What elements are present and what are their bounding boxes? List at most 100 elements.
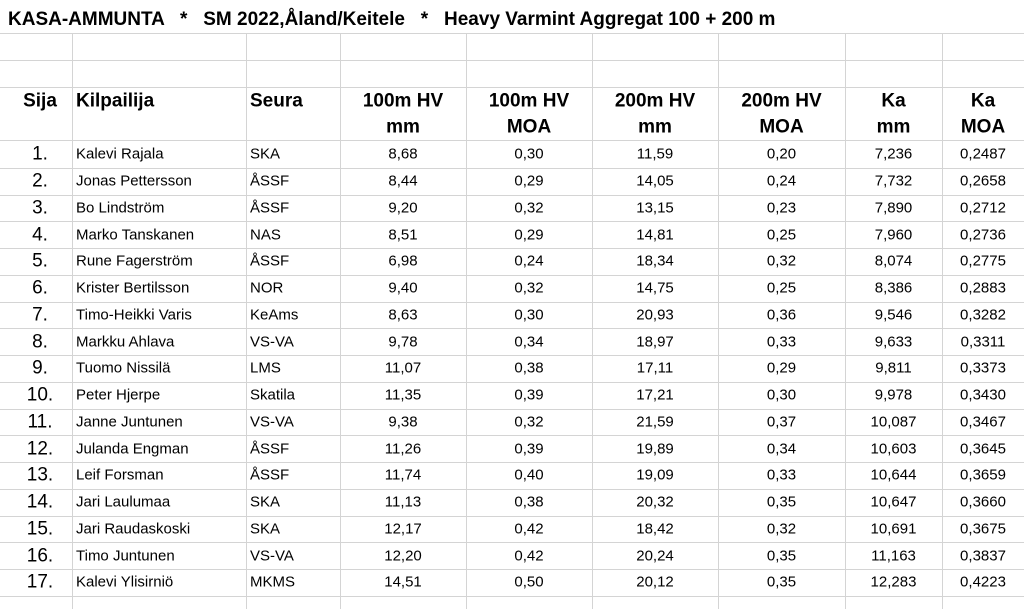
result: 10,087 xyxy=(870,413,917,431)
club: NAS xyxy=(250,226,281,244)
competitor: Tuomo Nissilä xyxy=(76,359,171,377)
result: 20,32 xyxy=(636,493,674,511)
result: 0,3282 xyxy=(960,306,1006,324)
competitor: Marko Tanskanen xyxy=(76,226,195,244)
row-line xyxy=(0,595,1024,597)
result: 18,97 xyxy=(636,333,674,351)
rank: 8. xyxy=(32,331,48,353)
competitor: Krister Bertilsson xyxy=(76,279,190,297)
row-line xyxy=(0,60,1024,61)
result: 21,59 xyxy=(636,413,674,431)
competitor: Peter Hjerpe xyxy=(76,386,161,404)
club: Skatila xyxy=(250,386,296,404)
club: ÅSSF xyxy=(250,172,290,190)
column-unit: mm xyxy=(876,116,911,138)
rank: 14. xyxy=(26,491,54,513)
competitor: Bo Lindström xyxy=(76,199,165,217)
column-header: 100m HV xyxy=(488,90,570,112)
result: 9,546 xyxy=(874,306,913,324)
column-header: 200m HV xyxy=(614,90,696,112)
column-header: Sija xyxy=(23,90,57,112)
result: 0,2712 xyxy=(960,199,1006,217)
rank: 15. xyxy=(26,518,54,540)
competitor: Janne Juntunen xyxy=(76,413,183,431)
row-line xyxy=(0,435,1024,437)
rank: 13. xyxy=(26,464,54,486)
club: KeAms xyxy=(250,306,299,324)
result: 0,2487 xyxy=(960,145,1006,163)
col-line xyxy=(845,33,846,609)
result: 14,75 xyxy=(636,279,674,297)
result: 0,24 xyxy=(766,172,797,190)
result: 0,3659 xyxy=(960,466,1006,484)
column-unit: mm xyxy=(638,116,672,138)
result: 0,32 xyxy=(514,413,544,431)
result: 9,38 xyxy=(388,413,418,431)
row-line xyxy=(0,33,1024,34)
club: VS-VA xyxy=(250,413,294,431)
result: 7,890 xyxy=(874,199,913,217)
club: SKA xyxy=(250,520,281,538)
competitor: Leif Forsman xyxy=(76,466,164,484)
result: 8,68 xyxy=(388,145,418,163)
result: 18,34 xyxy=(636,252,674,270)
column-header: 200m HV xyxy=(741,90,822,112)
result: 8,44 xyxy=(388,172,418,190)
result: 8,074 xyxy=(874,252,913,270)
rank: 10. xyxy=(26,384,54,406)
club: ÅSSF xyxy=(250,252,290,270)
result: 0,39 xyxy=(514,386,544,404)
result: 11,74 xyxy=(384,466,422,484)
result: 8,63 xyxy=(388,306,418,324)
row-line xyxy=(0,167,1024,169)
result: 9,633 xyxy=(874,333,913,351)
result: 0,32 xyxy=(766,520,797,538)
result: 19,89 xyxy=(636,440,674,458)
club: VS-VA xyxy=(250,333,294,351)
result: 20,93 xyxy=(636,306,674,324)
rank: 3. xyxy=(32,197,48,219)
result: 0,32 xyxy=(766,252,797,270)
result: 0,2736 xyxy=(960,226,1006,244)
club: SKA xyxy=(250,493,281,511)
result: 0,30 xyxy=(514,145,544,163)
row-line xyxy=(0,462,1024,463)
column-header: Seura xyxy=(250,90,303,112)
row-line xyxy=(0,140,1024,141)
result: 8,51 xyxy=(388,226,418,244)
rank: 12. xyxy=(26,438,54,460)
result: 0,29 xyxy=(514,172,544,190)
result: 11,13 xyxy=(384,493,422,511)
result: 20,24 xyxy=(636,547,674,565)
result: 0,39 xyxy=(514,440,544,458)
result: 14,81 xyxy=(636,226,674,244)
column-header: Ka xyxy=(970,90,996,112)
result: 12,283 xyxy=(870,573,917,591)
club: ÅSSF xyxy=(250,440,290,458)
rank: 6. xyxy=(32,277,48,299)
row-line xyxy=(0,194,1024,196)
rank: 9. xyxy=(32,357,48,379)
club: VS-VA xyxy=(250,547,294,565)
result: 0,3430 xyxy=(960,386,1006,404)
column-header: Kilpailija xyxy=(76,90,155,112)
result: 0,25 xyxy=(766,226,797,244)
result: 0,32 xyxy=(514,279,544,297)
rank: 7. xyxy=(32,304,48,326)
result: 0,20 xyxy=(766,145,797,163)
competitor: Jari Raudaskoski xyxy=(76,520,191,538)
result: 0,3311 xyxy=(960,333,1006,351)
result: 0,33 xyxy=(766,466,797,484)
row-line xyxy=(0,408,1024,410)
result: 17,11 xyxy=(636,359,674,377)
result: 9,20 xyxy=(388,199,418,217)
result: 0,32 xyxy=(514,199,544,217)
row-line xyxy=(0,569,1024,570)
result: 13,15 xyxy=(636,199,674,217)
result: 0,24 xyxy=(514,252,544,270)
result: 0,35 xyxy=(766,547,797,565)
result: 11,163 xyxy=(871,547,916,565)
result: 0,3837 xyxy=(960,547,1006,565)
col-line xyxy=(340,33,341,609)
